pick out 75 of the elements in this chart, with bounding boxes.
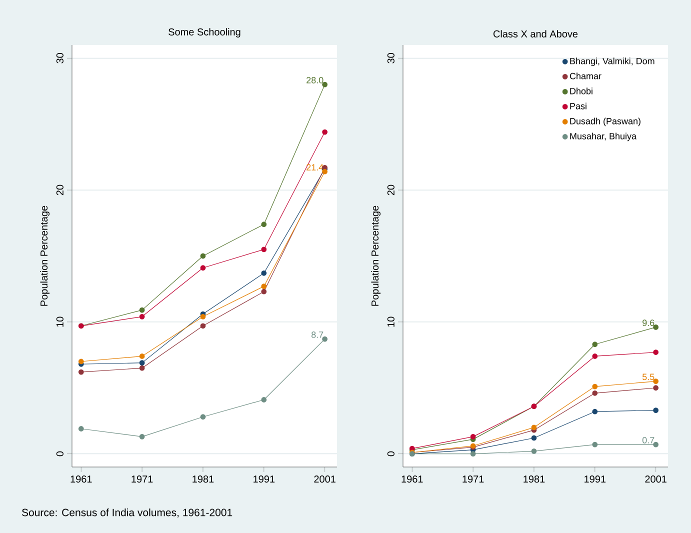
point — [592, 390, 598, 396]
point — [470, 451, 476, 457]
legend-label: Chamar — [570, 72, 602, 80]
y-tick-label: 10 — [387, 316, 394, 327]
point — [531, 448, 537, 454]
point — [261, 222, 267, 228]
data-label: 0.7 — [642, 437, 654, 444]
point — [261, 284, 267, 290]
point — [592, 354, 598, 359]
point — [139, 354, 145, 359]
x-tick-label: 1981 — [192, 476, 214, 483]
point — [139, 434, 145, 440]
x-tick-label: 1981 — [524, 476, 545, 483]
point — [139, 307, 145, 313]
point — [200, 323, 206, 329]
legend-label: Dusadh (Paswan) — [570, 118, 640, 126]
x-tick-label: 1991 — [584, 476, 606, 483]
point — [653, 350, 659, 355]
point — [200, 414, 206, 420]
point — [322, 129, 328, 135]
x-tick-label: 1991 — [254, 476, 275, 483]
point — [470, 434, 476, 440]
data-label: 28.0 — [306, 76, 324, 84]
x-tick-label: 2001 — [314, 476, 336, 483]
point — [592, 342, 598, 348]
point — [653, 324, 659, 330]
point — [200, 314, 206, 320]
point — [139, 365, 145, 371]
point — [261, 397, 267, 402]
x-tick-label: 1971 — [462, 476, 484, 483]
data-label: 8.7 — [312, 332, 324, 338]
point — [200, 265, 206, 271]
chart-title: Class X and Above — [493, 30, 578, 38]
source-note: Source: Census of India volumes, 1961-2001 — [22, 508, 232, 518]
y-tick-label: 20 — [387, 184, 394, 196]
point — [322, 82, 328, 88]
y-tick-label: 10 — [56, 316, 64, 327]
x-tick-label: 2001 — [645, 476, 666, 483]
point — [653, 442, 659, 448]
y-axis-title: Population Percentage — [40, 206, 50, 306]
point — [322, 168, 328, 174]
point — [139, 314, 145, 320]
chart-title: Some Schooling — [168, 28, 240, 38]
point — [592, 384, 598, 390]
y-tick-label: 0 — [56, 451, 64, 456]
legend-label: Pasi — [570, 102, 586, 110]
x-tick-label: 1961 — [402, 476, 423, 483]
y-tick-label: 30 — [56, 53, 64, 64]
point — [653, 385, 659, 391]
point — [139, 360, 145, 366]
point — [200, 253, 206, 259]
point — [653, 408, 659, 413]
point — [653, 378, 659, 384]
legend-label: Bhangi, Valmiki, Dom — [570, 58, 654, 66]
legend-label: Musahar, Bhuiya — [570, 132, 637, 142]
point — [592, 408, 598, 414]
x-tick-label: 1961 — [70, 476, 92, 483]
point — [531, 435, 537, 441]
legend-label: Dhobi — [570, 88, 592, 94]
x-tick-label: 1971 — [132, 476, 153, 483]
point — [531, 424, 537, 430]
y-tick-label: 0 — [387, 451, 394, 456]
point — [78, 358, 84, 364]
point — [592, 442, 598, 448]
data-label: 9.6 — [642, 320, 654, 326]
point — [322, 336, 328, 342]
point — [261, 246, 267, 252]
point — [261, 288, 267, 294]
point — [78, 369, 84, 375]
point — [261, 270, 267, 276]
point — [78, 426, 84, 432]
y-tick-label: 20 — [56, 184, 64, 196]
y-tick-label: 30 — [387, 53, 394, 64]
y-axis-title: Population Percentage — [371, 206, 381, 306]
data-label: 5.5 — [642, 374, 654, 380]
